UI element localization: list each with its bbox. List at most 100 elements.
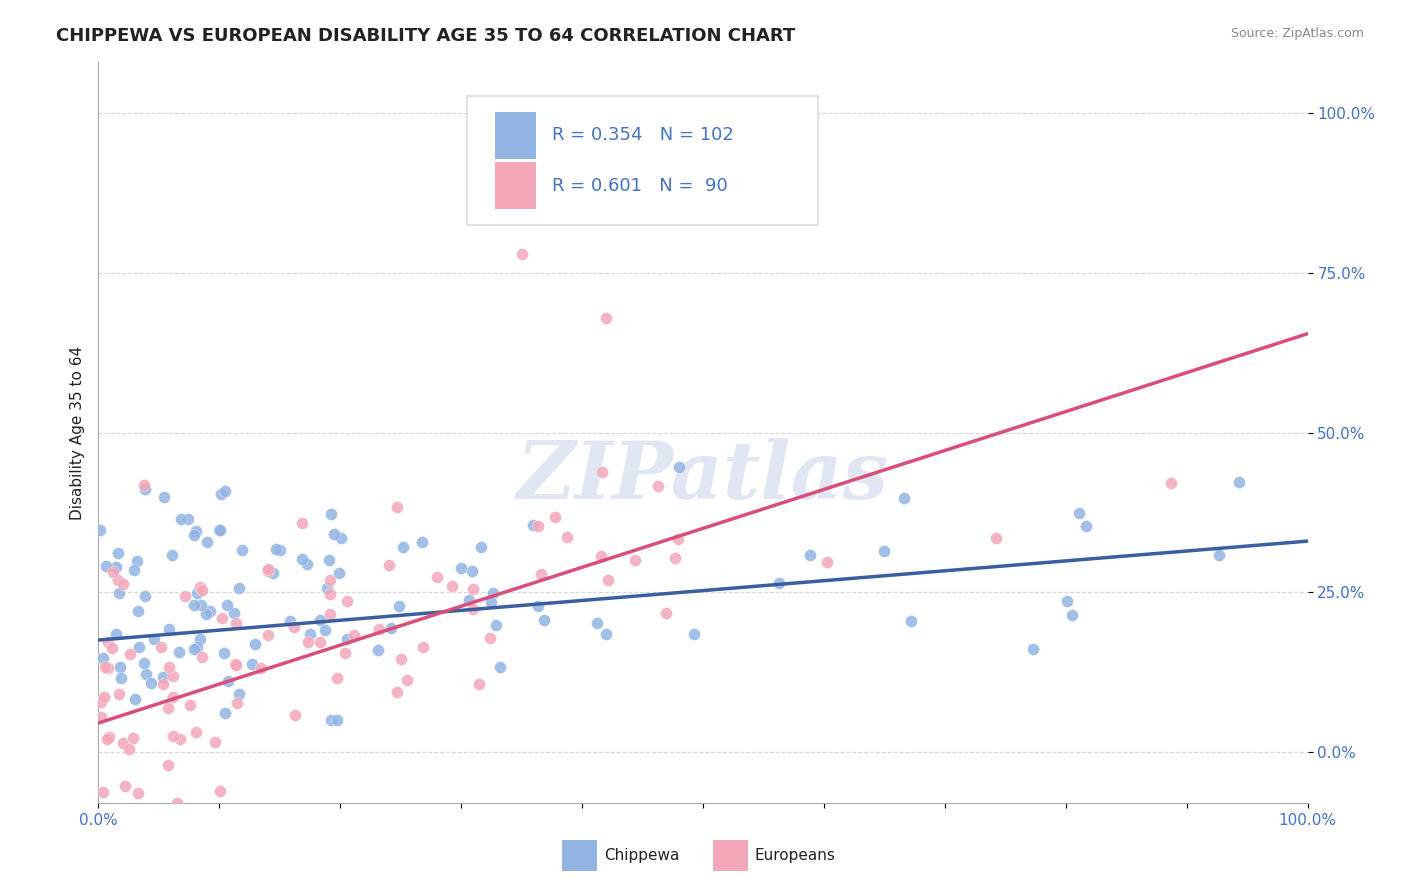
Point [97,635,120,649]
Point [228,581,250,595]
Point [240,657,263,671]
Point [1076,518,1098,533]
Point [412,640,434,654]
Point [190,599,212,613]
Point [93,690,115,704]
Point [543,510,565,524]
Point [873,543,896,558]
Point [125,554,148,568]
Point [224,606,246,620]
Point [122,731,145,746]
Point [666,533,689,547]
Point [224,657,246,672]
Point [104,627,127,641]
FancyBboxPatch shape [561,840,596,871]
Point [135,667,157,681]
Point [461,564,484,578]
Point [342,628,364,642]
Point [595,626,617,640]
Point [555,531,578,545]
Point [91,785,114,799]
Point [326,713,349,727]
Point [174,589,197,603]
Point [1160,476,1182,491]
Point [269,543,291,558]
Point [166,796,188,810]
Text: Source: ZipAtlas.com: Source: ZipAtlas.com [1230,27,1364,40]
Point [160,548,183,562]
Text: CHIPPEWA VS EUROPEAN DISABILITY AGE 35 TO 64 CORRELATION CHART: CHIPPEWA VS EUROPEAN DISABILITY AGE 35 T… [56,27,796,45]
Point [264,541,287,556]
Point [284,707,307,722]
Point [682,627,704,641]
Point [527,599,550,613]
Point [100,641,122,656]
Point [367,622,389,636]
Point [114,779,136,793]
Point [336,632,359,646]
Point [107,546,129,560]
Point [319,587,342,601]
Point [179,698,201,712]
Point [93,659,115,673]
Point [96,731,118,746]
Point [194,607,217,621]
Point [162,668,184,682]
Point [319,573,342,587]
Point [112,736,135,750]
Point [217,674,239,689]
Point [257,564,280,578]
Point [336,594,359,608]
Point [668,460,690,475]
Point [186,524,208,538]
Point [188,580,211,594]
Point [183,598,205,612]
Point [522,518,544,533]
Point [457,592,479,607]
Point [134,477,156,491]
Point [152,677,174,691]
Point [162,690,184,704]
Point [478,632,501,646]
Point [156,701,179,715]
Point [623,553,645,567]
Point [586,615,609,630]
Text: R = 0.601   N =  90: R = 0.601 N = 90 [551,177,728,194]
Point [93,651,115,665]
Point [191,582,214,597]
Point [1060,607,1083,622]
Point [389,652,412,666]
Point [377,558,399,572]
Point [107,687,129,701]
Point [321,507,343,521]
Point [283,620,305,634]
Point [309,614,332,628]
Point [299,627,322,641]
Point [176,512,198,526]
Point [1067,506,1090,520]
Point [463,582,485,596]
Point [208,783,231,797]
Point [485,618,508,632]
Point [118,742,141,756]
Point [90,709,112,723]
Point [655,607,678,621]
Point [1021,641,1043,656]
Text: ZIPatlas: ZIPatlas [517,438,889,516]
Point [595,310,617,325]
Point [167,645,190,659]
Point [596,574,619,588]
Point [461,602,484,616]
Point [110,671,132,685]
Point [479,595,502,609]
Point [90,695,112,709]
Point [212,646,235,660]
Point [291,551,314,566]
Point [308,635,330,649]
Point [319,607,342,621]
Point [333,646,356,660]
Point [329,531,352,545]
Point [291,516,314,531]
Point [195,535,218,549]
Point [396,673,419,687]
